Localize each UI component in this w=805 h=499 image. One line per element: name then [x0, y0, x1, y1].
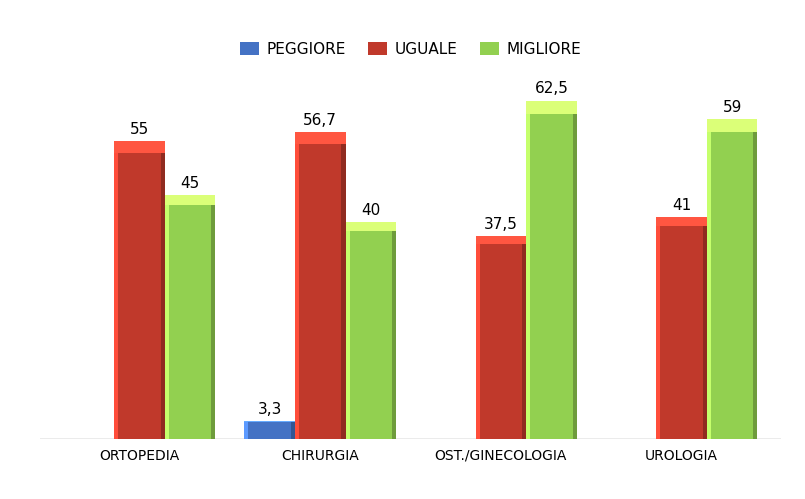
Bar [212, 205, 216, 439]
Bar [656, 226, 660, 439]
Bar [245, 422, 249, 439]
Bar [165, 195, 216, 439]
Bar [341, 144, 345, 439]
Bar [526, 100, 576, 114]
Bar [165, 195, 216, 205]
Bar [707, 132, 711, 439]
Bar [245, 421, 295, 439]
Text: 56,7: 56,7 [303, 113, 337, 128]
Bar [656, 217, 707, 439]
Bar [656, 217, 707, 226]
Text: 3,3: 3,3 [258, 402, 282, 417]
Bar [572, 114, 576, 439]
Bar [165, 205, 169, 439]
Text: 41: 41 [672, 198, 691, 213]
Text: 45: 45 [180, 176, 200, 191]
Bar [295, 144, 299, 439]
Bar [392, 231, 396, 439]
Bar [345, 223, 396, 231]
Text: 62,5: 62,5 [535, 81, 568, 96]
Bar [753, 132, 758, 439]
Bar [161, 153, 165, 439]
Bar [345, 223, 396, 439]
Text: 40: 40 [361, 203, 381, 218]
Bar [476, 236, 526, 439]
Bar [707, 119, 758, 439]
Bar [703, 226, 707, 439]
Legend: PEGGIORE, UGUALE, MIGLIORE: PEGGIORE, UGUALE, MIGLIORE [236, 37, 585, 61]
Text: 37,5: 37,5 [484, 217, 518, 232]
Bar [476, 244, 480, 439]
Text: 55: 55 [130, 122, 149, 137]
Bar [345, 231, 349, 439]
Bar [526, 114, 530, 439]
Bar [114, 153, 118, 439]
Bar [114, 141, 165, 153]
Bar [526, 100, 576, 439]
Bar [114, 141, 165, 439]
Text: 59: 59 [722, 100, 741, 115]
Bar [295, 132, 345, 439]
Bar [476, 236, 526, 244]
Bar [291, 422, 295, 439]
Bar [295, 132, 345, 144]
Bar [245, 421, 295, 422]
Bar [522, 244, 526, 439]
Bar [707, 119, 758, 132]
